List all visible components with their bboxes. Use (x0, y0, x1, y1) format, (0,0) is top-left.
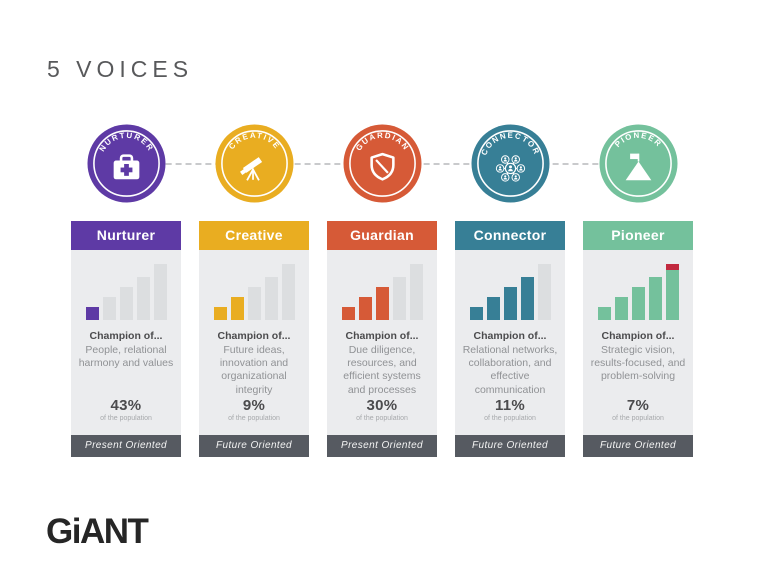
bar-glyph (85, 307, 99, 320)
first-aid-kit-icon (113, 154, 139, 180)
voice-header: Connector (455, 221, 565, 250)
voice-column-connector: Connector Champion of... Relational netw… (455, 221, 565, 457)
voice-header: Creative (199, 221, 309, 250)
percent-caption: of the population (356, 415, 408, 422)
orientation-label: Future Oriented (455, 435, 565, 457)
percent-value: 30% (366, 397, 398, 414)
orientation-label: Future Oriented (583, 435, 693, 457)
voice-header: Guardian (327, 221, 437, 250)
guardian-badge: GUARDIAN (342, 124, 422, 203)
percent-caption: of the population (100, 415, 152, 422)
champion-label: Champion of... (601, 330, 675, 342)
bar-glyph (247, 287, 261, 320)
bar-glyph (520, 277, 534, 320)
bar-glyph (648, 277, 662, 320)
bar-glyph (153, 264, 167, 320)
bar-glyph (631, 287, 645, 320)
champion-label: Champion of... (345, 330, 419, 342)
percent-caption: of the population (228, 415, 280, 422)
bar-chart-glyph (341, 262, 423, 320)
bar-chart-glyph (213, 262, 295, 320)
bar-glyph (409, 264, 423, 320)
champion-description: Strategic vision, results-focused, and p… (590, 344, 686, 383)
champion-label: Champion of... (473, 330, 547, 342)
bar-glyph (469, 307, 483, 320)
population-stat: 11% of the population (484, 397, 536, 435)
mountain-flag-icon (625, 153, 651, 181)
voice-card: Champion of... Due diligence, resources,… (327, 250, 437, 435)
voice-header: Pioneer (583, 221, 693, 250)
shield-icon (369, 152, 395, 181)
badges-row: NURTURER CREATIVE (71, 124, 693, 206)
voice-card: Champion of... People, relational harmon… (71, 250, 181, 435)
bar-glyph (614, 297, 628, 320)
voice-badge-creative: CREATIVE (199, 124, 309, 206)
bar-chart-glyph (597, 262, 679, 320)
voice-card: Champion of... Future ideas, innovation … (199, 250, 309, 435)
bar-glyph (597, 307, 611, 320)
bar-glyph (486, 297, 500, 320)
connector-badge: CONNECTOR (470, 124, 550, 203)
percent-caption: of the population (612, 415, 664, 422)
voice-header: Nurturer (71, 221, 181, 250)
orientation-label: Present Oriented (327, 435, 437, 457)
voice-badge-nurturer: NURTURER (71, 124, 181, 206)
bar-glyph (119, 287, 133, 320)
voice-column-nurturer: Nurturer Champion of... People, relation… (71, 221, 181, 457)
percent-value: 43% (110, 397, 142, 414)
bar-chart-glyph (85, 262, 167, 320)
bar-glyph (264, 277, 278, 320)
percent-value: 11% (494, 397, 526, 414)
people-network-icon (495, 155, 525, 182)
champion-label: Champion of... (89, 330, 163, 342)
voice-badge-guardian: GUARDIAN (327, 124, 437, 206)
creative-badge: CREATIVE (214, 124, 294, 203)
bar-glyph (358, 297, 372, 320)
percent-caption: of the population (484, 415, 536, 422)
orientation-label: Present Oriented (71, 435, 181, 457)
champion-description: Future ideas, innovation and organizatio… (219, 344, 289, 396)
population-stat: 9% of the population (228, 397, 280, 435)
voices-board: NURTURER CREATIVE (71, 124, 693, 457)
population-stat: 43% of the population (100, 397, 152, 435)
percent-value: 7% (626, 397, 650, 414)
voice-badge-pioneer: PIONEER (583, 124, 693, 206)
telescope-icon (239, 157, 262, 181)
orientation-label: Future Oriented (199, 435, 309, 457)
voice-columns: Nurturer Champion of... People, relation… (71, 221, 693, 457)
voice-card: Champion of... Strategic vision, results… (583, 250, 693, 435)
bar-glyph (392, 277, 406, 320)
bar-glyph (230, 297, 244, 320)
percent-value: 9% (242, 397, 266, 414)
voice-column-guardian: Guardian Champion of... Due diligence, r… (327, 221, 437, 457)
pioneer-badge: PIONEER (598, 124, 678, 203)
champion-description: Relational networks, collaboration, and … (462, 344, 558, 396)
champion-description: People, relational harmony and values (78, 344, 174, 370)
voice-column-creative: Creative Champion of... Future ideas, in… (199, 221, 309, 457)
champion-label: Champion of... (217, 330, 291, 342)
bar-glyph (213, 307, 227, 320)
bar-chart-glyph (469, 262, 551, 320)
champion-description: Due diligence, resources, and efficient … (343, 344, 421, 396)
bar-glyph (281, 264, 295, 320)
bar-glyph (665, 264, 679, 320)
bar-glyph (375, 287, 389, 320)
giant-logo: GiANT (46, 512, 149, 551)
bar-glyph (102, 297, 116, 320)
nurturer-badge: NURTURER (86, 124, 166, 203)
population-stat: 7% of the population (612, 397, 664, 435)
bar-glyph (503, 287, 517, 320)
population-stat: 30% of the population (356, 397, 408, 435)
bar-glyph (537, 264, 551, 320)
page-title: 5 VOICES (47, 56, 194, 82)
bar-glyph (341, 307, 355, 320)
voice-badge-connector: CONNECTOR (455, 124, 565, 206)
bar-glyph (136, 277, 150, 320)
red-cap (665, 264, 679, 270)
voice-card: Champion of... Relational networks, coll… (455, 250, 565, 435)
voice-column-pioneer: Pioneer Champion of... Strategic vision,… (583, 221, 693, 457)
